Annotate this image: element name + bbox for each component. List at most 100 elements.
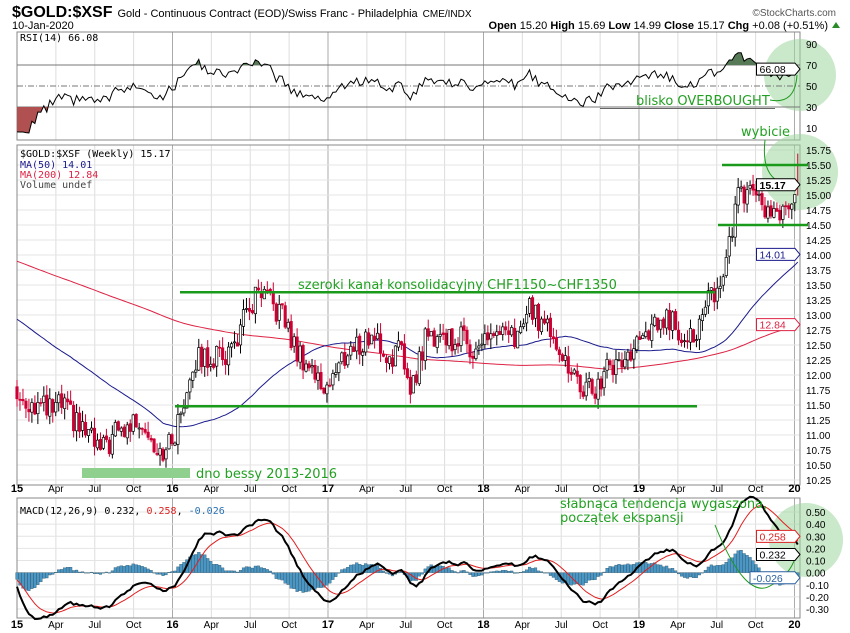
candle-body [772,208,776,218]
macd-histogram-bar [596,572,600,577]
candle-body [167,434,171,450]
candle-body [620,360,624,368]
candle-body [557,349,561,356]
x-tick-label: Oct [126,484,142,495]
macd-histogram-bar [453,571,457,573]
macd-histogram-bar [119,565,123,573]
macd-expansion-curve [714,524,796,589]
x-tick-label: Oct [281,484,297,495]
macd-histogram-bar [679,572,684,577]
candle-body [528,298,532,314]
candle-body [310,365,314,368]
x-tick-label: Oct [281,620,297,631]
x-tick-label: Apr [515,484,531,495]
macd-histogram-bar [733,553,737,573]
candle-body [322,387,326,394]
candle-body [24,400,28,409]
candle-body [504,326,508,331]
candle-body [113,422,117,437]
macd-histogram-bar [60,569,64,573]
macd-histogram-bar [617,564,621,573]
macd-histogram-bar [63,567,67,573]
candle-body [399,341,403,346]
candle-body [57,394,61,404]
macd-histogram-bar [709,564,713,573]
candle-body [393,345,398,367]
macd-histogram-bar [444,567,448,573]
macd-histogram-bar [265,569,269,573]
candle-body [224,359,228,365]
macd-histogram-bar [381,570,386,573]
macd-histogram-bar [69,567,73,573]
price-tick-label: 13.50 [806,281,831,292]
candle-body [608,360,612,366]
macd-histogram-bar [39,572,43,583]
candle-body [170,434,174,445]
candle-body [408,376,412,395]
macd-histogram-bar [116,566,120,573]
candle-body [516,330,520,349]
candle-body [641,335,645,339]
candle-body [432,330,436,347]
copyright: ©StockCharts.com [752,8,836,19]
candle-body [581,391,585,397]
macd-histogram-bar [334,572,338,577]
macd-histogram-bar [140,566,144,573]
candle-body [420,351,424,361]
macd-histogram-bar [674,570,678,573]
x-tick-label: Oct [592,484,608,495]
candle-body [566,356,570,374]
candle-body [644,331,648,337]
candle-body [390,357,395,367]
candle-body [471,355,475,359]
chart-header-line: $GOLD:$XSF Gold - Continuous Contract (EO… [12,4,472,21]
price-legend: $GOLD:$XSF (Weekly) 15.17 [20,149,171,160]
candle-body [635,336,639,351]
macd-histogram-bar [539,571,544,573]
macd-histogram-bar [81,571,85,573]
price-tick-label: 10.50 [806,461,831,472]
macd-histogram-bar [742,553,746,573]
macd-tick-label: 0.30 [806,532,826,543]
macd-histogram-bar [614,564,618,573]
candle-body [671,311,675,331]
price-tick-label: 11.00 [806,431,831,442]
candle-body [125,424,129,439]
candle-body [316,372,320,381]
macd-histogram-bar [340,569,344,573]
macd-histogram-bar [662,566,666,573]
x-tick-label: Oct [748,620,764,631]
macd-histogram-bar [495,570,499,573]
candle-body [426,328,430,337]
macd-histogram-bar [54,572,58,573]
rsi-line [16,52,799,134]
macd-histogram-bar [542,572,547,574]
candle-body [474,348,478,359]
macd-histogram-bar [584,572,588,584]
candle-body [95,439,100,449]
x-tick-label: Apr [48,620,64,631]
candle-body [659,319,663,330]
macd-histogram-bar [224,570,228,573]
macd-histogram-bar [516,572,520,574]
candle-body [477,345,481,349]
rsi-tick-label: 50 [806,82,818,93]
candle-body [185,392,189,409]
candle-body [525,313,529,324]
candle-body [456,343,460,347]
channel-annotation: szeroki kanał konsolidacyjny CHF1150~CHF… [298,278,617,293]
x-tick-label: Oct [126,620,142,631]
macd-histogram-bar [501,570,505,573]
candle-body [215,346,219,367]
candle-body [134,413,138,428]
macd-histogram-bar [533,567,538,573]
macd-histogram-bar [355,562,359,573]
macd-histogram-bar [659,564,663,573]
macd-histogram-bar [289,572,293,589]
axes: 15 15 Apr Apr Jul Jul Oct Oct 16 16 Apr Apr Jul Jul Oc… [11,40,832,631]
macd-histogram-bar [24,572,28,591]
candle-body [542,318,547,324]
candle-body [48,398,52,417]
candle-body [611,364,615,375]
candle-body [146,431,150,438]
